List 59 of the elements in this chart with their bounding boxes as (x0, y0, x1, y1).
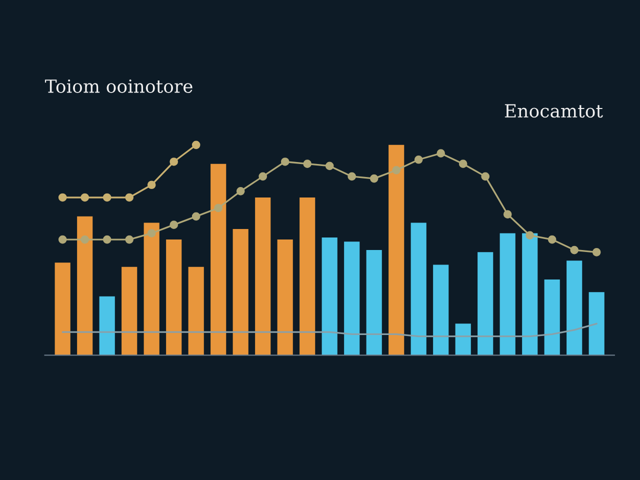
point (170, 158, 178, 166)
point (58, 235, 67, 244)
bar (232, 229, 248, 356)
bar (54, 262, 70, 356)
point (192, 212, 200, 221)
bar (277, 240, 293, 356)
bar (255, 197, 271, 356)
bar (344, 242, 360, 356)
bar (210, 164, 226, 356)
point (58, 193, 67, 202)
point (236, 187, 245, 196)
bar (188, 266, 204, 356)
point (592, 248, 601, 256)
point (526, 231, 534, 240)
point (125, 193, 134, 202)
chart-title: Toiom ooinotore (44, 79, 192, 93)
point (170, 220, 178, 229)
bar (366, 250, 382, 356)
bar (122, 266, 138, 356)
point (370, 174, 378, 183)
point (548, 235, 556, 244)
point (125, 235, 134, 244)
bar (500, 233, 516, 356)
point (392, 166, 401, 174)
bar (322, 237, 338, 356)
point (80, 235, 90, 244)
bar (544, 279, 560, 356)
point (436, 149, 446, 158)
bar (99, 296, 115, 356)
bar (478, 252, 494, 356)
point (503, 210, 512, 218)
bar (77, 216, 93, 356)
bar (522, 233, 538, 356)
point (348, 172, 356, 181)
point (258, 172, 268, 181)
bar (455, 324, 471, 356)
point (80, 193, 90, 202)
point (303, 160, 312, 168)
bar (388, 144, 404, 356)
point (481, 172, 490, 181)
bar (300, 197, 316, 356)
bar (566, 260, 582, 356)
point (414, 155, 423, 164)
point (102, 235, 112, 244)
point (192, 140, 200, 150)
point (458, 160, 468, 168)
point (280, 158, 290, 166)
point (147, 180, 156, 190)
point (214, 204, 223, 212)
point (325, 162, 334, 170)
point (147, 229, 156, 238)
bar (144, 222, 160, 356)
bar (410, 222, 426, 356)
bar (588, 292, 604, 356)
text: Enocamtot (504, 104, 603, 118)
bar (433, 264, 449, 356)
point (570, 246, 579, 254)
bar (166, 240, 182, 356)
point (102, 193, 112, 202)
